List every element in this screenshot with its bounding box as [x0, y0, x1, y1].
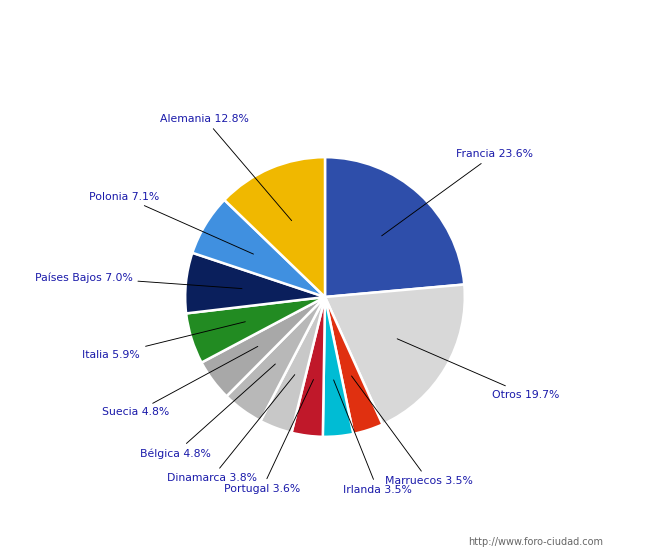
Text: Alfaro - Turistas extranjeros según país - Abril de 2024: Alfaro - Turistas extranjeros según país…	[77, 21, 573, 37]
Wedge shape	[325, 284, 465, 425]
Wedge shape	[292, 297, 325, 437]
Wedge shape	[202, 297, 325, 396]
Text: Francia 23.6%: Francia 23.6%	[382, 149, 532, 236]
Wedge shape	[186, 297, 325, 362]
Wedge shape	[224, 157, 325, 297]
Wedge shape	[323, 297, 354, 437]
Wedge shape	[261, 297, 325, 433]
Wedge shape	[325, 297, 382, 434]
Text: Italia 5.9%: Italia 5.9%	[83, 322, 245, 360]
Text: Portugal 3.6%: Portugal 3.6%	[224, 379, 313, 494]
Text: Alemania 12.8%: Alemania 12.8%	[161, 114, 292, 221]
Text: Otros 19.7%: Otros 19.7%	[397, 339, 560, 400]
Text: Bélgica 4.8%: Bélgica 4.8%	[140, 364, 276, 459]
Wedge shape	[192, 200, 325, 297]
Text: Suecia 4.8%: Suecia 4.8%	[102, 346, 258, 417]
Text: Irlanda 3.5%: Irlanda 3.5%	[333, 380, 412, 495]
Text: Países Bajos 7.0%: Países Bajos 7.0%	[34, 272, 242, 289]
Wedge shape	[185, 253, 325, 313]
Wedge shape	[325, 157, 464, 297]
Text: Marruecos 3.5%: Marruecos 3.5%	[352, 376, 473, 486]
Wedge shape	[226, 297, 325, 421]
Text: Polonia 7.1%: Polonia 7.1%	[89, 192, 254, 254]
Text: Dinamarca 3.8%: Dinamarca 3.8%	[166, 375, 294, 483]
Text: http://www.foro-ciudad.com: http://www.foro-ciudad.com	[468, 537, 603, 547]
